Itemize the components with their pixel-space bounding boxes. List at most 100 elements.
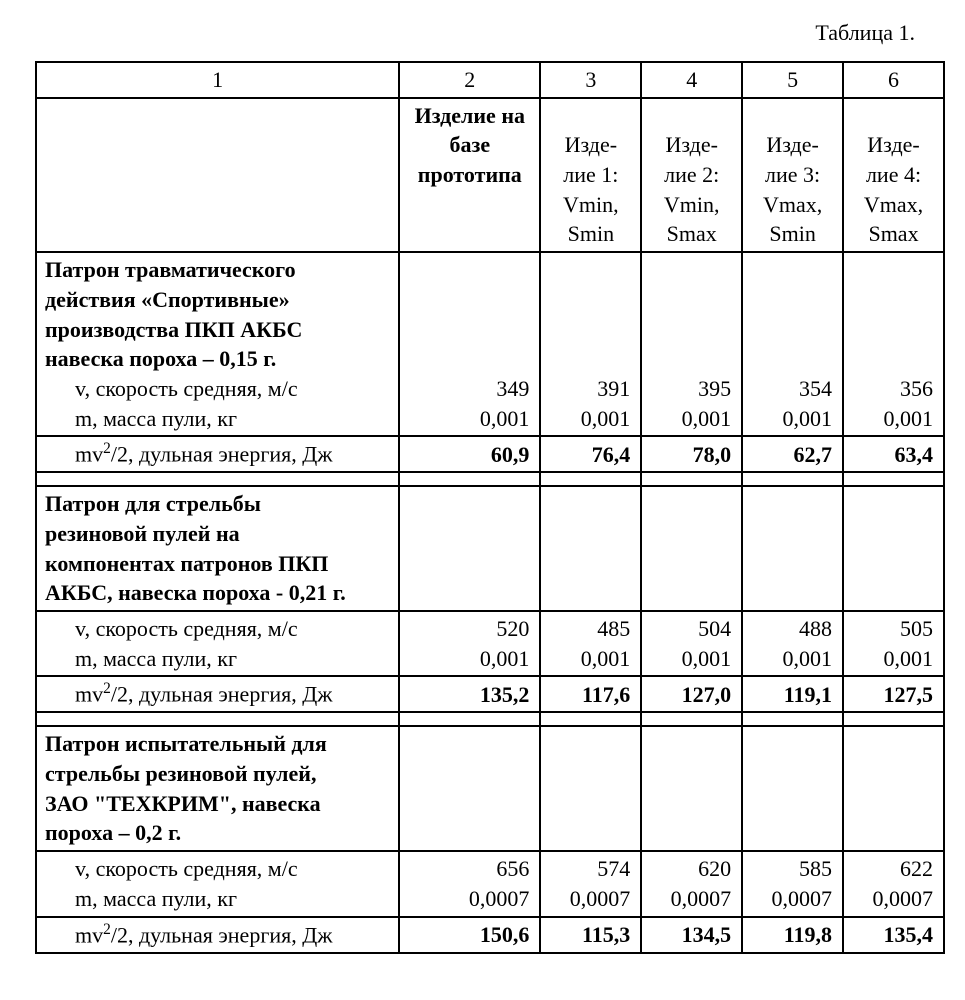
e-post: /2, дульная энергия, Дж xyxy=(111,442,333,467)
m-val: 0,001 xyxy=(480,406,530,431)
table-row: Изделие на базе прототипа Изде- лие 1: V… xyxy=(36,98,944,252)
table-row: Патрон травматического действия «Спортив… xyxy=(36,252,944,436)
cell: 504 0,001 xyxy=(641,611,742,676)
e-val: 150,6 xyxy=(399,917,540,953)
hdr-line: Изде- xyxy=(666,132,718,157)
e-val: 119,1 xyxy=(742,676,843,712)
m-val: 0,001 xyxy=(884,406,934,431)
cell: 520 0,001 xyxy=(399,611,540,676)
hdr-line: Smax xyxy=(868,221,918,246)
e-pre: mv xyxy=(75,682,103,707)
col-num: 3 xyxy=(540,62,641,98)
cell xyxy=(641,486,742,611)
m-val: 0,001 xyxy=(581,646,631,671)
title-line: навеска пороха – 0,15 г. xyxy=(45,346,276,371)
v-val: 585 xyxy=(799,856,832,881)
v-val: 622 xyxy=(900,856,933,881)
cell: 356 0,001 xyxy=(843,252,944,436)
header-item4: Изде- лие 4: Vmax, Smax xyxy=(843,98,944,252)
hdr-line: лие 4: xyxy=(866,162,921,187)
v-val: 354 xyxy=(799,376,832,401)
v-val: 505 xyxy=(900,616,933,641)
table-row: mv2/2, дульная энергия, Дж 150,6 115,3 1… xyxy=(36,917,944,953)
e-val: 119,8 xyxy=(742,917,843,953)
hdr-line: Smin xyxy=(769,221,815,246)
title-line: Патрон испытательный для xyxy=(45,731,327,756)
header-item1: Изде- лие 1: Vmin, Smin xyxy=(540,98,641,252)
cell: 656 0,0007 xyxy=(399,851,540,916)
hdr-line: Изде- xyxy=(867,132,919,157)
e-val: 135,2 xyxy=(399,676,540,712)
e-val: 115,3 xyxy=(540,917,641,953)
e-post: /2, дульная энергия, Дж xyxy=(111,922,333,947)
title-line: резиновой пулей на xyxy=(45,521,240,546)
section2-data-labels: v, скорость средняя, м/с m, масса пули, … xyxy=(36,611,399,676)
title-line: АКБС, навеска пороха - 0,21 г. xyxy=(45,580,346,605)
col-num: 6 xyxy=(843,62,944,98)
cell: 585 0,0007 xyxy=(742,851,843,916)
m-val: 0,001 xyxy=(581,406,631,431)
table-row: mv2/2, дульная энергия, Дж 60,9 76,4 78,… xyxy=(36,436,944,472)
cell xyxy=(843,726,944,851)
cell: 485 0,001 xyxy=(540,611,641,676)
e-val: 127,5 xyxy=(843,676,944,712)
e-val: 63,4 xyxy=(843,436,944,472)
data-table: 1 2 3 4 5 6 Изделие на базе прототипа Из… xyxy=(35,61,945,954)
table-row: Патрон для стрельбы резиновой пулей на к… xyxy=(36,486,944,611)
m-label: m, масса пули, кг xyxy=(45,404,390,434)
m-val: 0,0007 xyxy=(671,886,732,911)
e-val: 134,5 xyxy=(641,917,742,953)
table-row: 1 2 3 4 5 6 xyxy=(36,62,944,98)
cell xyxy=(641,726,742,851)
e-sup: 2 xyxy=(103,680,111,697)
v-val: 620 xyxy=(698,856,731,881)
m-val: 0,001 xyxy=(480,646,530,671)
col-num: 5 xyxy=(742,62,843,98)
title-line: компонентах патронов ПКП xyxy=(45,551,328,576)
energy-label: mv2/2, дульная энергия, Дж xyxy=(36,676,399,712)
cell xyxy=(742,486,843,611)
title-line: пороха – 0,2 г. xyxy=(45,820,181,845)
e-val: 76,4 xyxy=(540,436,641,472)
title-line: ЗАО "ТЕХКРИМ", навеска xyxy=(45,791,321,816)
m-val: 0,001 xyxy=(884,646,934,671)
section3-data-labels: v, скорость средняя, м/с m, масса пули, … xyxy=(36,851,399,916)
hdr-line: лие 2: xyxy=(664,162,719,187)
cell xyxy=(843,486,944,611)
e-sup: 2 xyxy=(103,440,111,457)
col-num: 1 xyxy=(36,62,399,98)
title-line: действия «Спортивные» xyxy=(45,287,290,312)
e-pre: mv xyxy=(75,442,103,467)
m-label: m, масса пули, кг xyxy=(45,884,390,914)
hdr-line: Vmin, xyxy=(563,192,619,217)
header-empty xyxy=(36,98,399,252)
table-row: Патрон испытательный для стрельбы резино… xyxy=(36,726,944,851)
table-row: v, скорость средняя, м/с m, масса пули, … xyxy=(36,851,944,916)
e-val: 78,0 xyxy=(641,436,742,472)
cell xyxy=(540,486,641,611)
e-post: /2, дульная энергия, Дж xyxy=(111,682,333,707)
table-row: v, скорость средняя, м/с m, масса пули, … xyxy=(36,611,944,676)
v-val: 520 xyxy=(496,616,529,641)
cell: 391 0,001 xyxy=(540,252,641,436)
v-label: v, скорость средняя, м/с xyxy=(45,614,390,644)
m-val: 0,0007 xyxy=(570,886,631,911)
v-val: 504 xyxy=(698,616,731,641)
table-caption: Таблица 1. xyxy=(35,20,915,46)
title-line: Патрон для стрельбы xyxy=(45,491,261,516)
m-val: 0,001 xyxy=(783,406,833,431)
header-item3: Изде- лие 3: Vmax, Smin xyxy=(742,98,843,252)
hdr-line: Smin xyxy=(568,221,614,246)
col-num: 2 xyxy=(399,62,540,98)
cell xyxy=(399,486,540,611)
cell: 620 0,0007 xyxy=(641,851,742,916)
title-line: Патрон травматического xyxy=(45,257,296,282)
v-label: v, скорость средняя, м/с xyxy=(45,854,390,884)
hdr-line: лие 3: xyxy=(765,162,820,187)
cell: 622 0,0007 xyxy=(843,851,944,916)
v-val: 485 xyxy=(597,616,630,641)
m-val: 0,001 xyxy=(682,406,732,431)
table-row: mv2/2, дульная энергия, Дж 135,2 117,6 1… xyxy=(36,676,944,712)
section3-title: Патрон испытательный для стрельбы резино… xyxy=(36,726,399,851)
e-val: 60,9 xyxy=(399,436,540,472)
